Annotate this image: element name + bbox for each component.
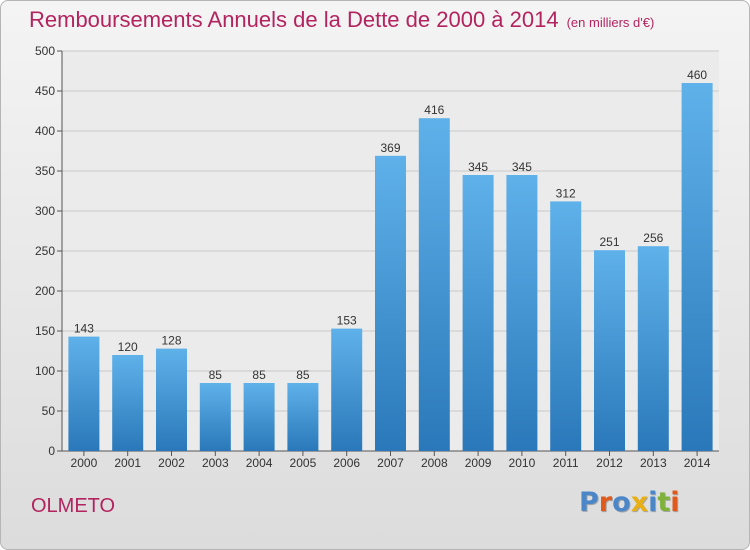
logo-letter: i [648,487,658,518]
bar [594,250,625,451]
bar-value-label: 256 [643,231,663,245]
bar-value-label: 85 [252,368,266,382]
x-tick-label: 2003 [202,456,229,470]
x-tick-label: 2011 [553,456,579,470]
bar-value-label: 345 [468,160,488,174]
bar-value-label: 369 [380,141,400,155]
bar-value-label: 416 [424,103,444,117]
bar-value-label: 128 [161,334,181,348]
x-tick-label: 2000 [71,456,98,470]
bar [550,201,582,451]
bar-value-label: 460 [687,68,707,82]
x-tick-label: 2007 [377,456,404,470]
bar [156,348,187,451]
x-tick-label: 2010 [509,456,536,470]
y-tick-label: 250 [35,244,55,258]
y-tick-label: 300 [35,204,55,218]
x-tick-label: 2013 [640,456,667,470]
bar [199,383,231,451]
bar-value-label: 120 [118,340,138,354]
proxiti-logo: Proxiti [579,487,680,518]
y-tick-label: 350 [35,164,55,178]
commune-name: OLMETO [31,495,116,517]
bar [637,246,669,451]
x-tick-label: 2002 [158,456,185,470]
x-tick-label: 2005 [290,456,317,470]
bar [287,383,319,451]
bar [112,355,144,451]
bar-value-label: 251 [599,235,619,249]
x-tick-label: 2004 [246,456,273,470]
bar [68,336,100,451]
logo-letter: i [670,487,680,518]
bar [506,175,538,451]
y-tick-label: 50 [42,404,56,418]
chart-subtitle: (en milliers d'€) [566,15,655,30]
y-tick-label: 450 [35,84,55,98]
bar [375,155,406,452]
x-tick-label: 2001 [114,456,141,470]
y-tick-label: 0 [48,444,55,458]
x-tick-label: 2006 [333,456,360,470]
chart-title-text: Remboursements Annuels de la Dette de 20… [29,7,559,32]
y-tick-label: 100 [35,364,55,378]
bar [418,118,450,451]
y-tick-label: 200 [35,284,55,298]
logo-letter: P [579,487,599,518]
bar-value-label: 345 [512,160,532,174]
bar-value-label: 312 [556,186,576,200]
bar [681,83,713,451]
x-tick-label: 2014 [684,456,711,470]
y-tick-label: 500 [35,44,55,58]
x-tick-label: 2008 [421,456,448,470]
logo-letter: r [598,487,613,518]
chart-title: Remboursements Annuels de la Dette de 20… [29,7,654,33]
bar-value-label: 85 [296,368,310,382]
bar [462,175,494,451]
logo-letter: t [657,487,671,518]
y-tick-label: 150 [35,324,55,338]
logo-letter: x [630,487,649,518]
bar [243,383,275,451]
bar-value-label: 85 [209,368,223,382]
bar-value-label: 143 [74,322,94,336]
bar-value-label: 153 [337,314,357,328]
x-tick-label: 2009 [465,456,492,470]
logo-letter: o [612,487,631,518]
bar [331,328,363,451]
x-tick-label: 2012 [596,456,623,470]
y-tick-label: 400 [35,124,55,138]
